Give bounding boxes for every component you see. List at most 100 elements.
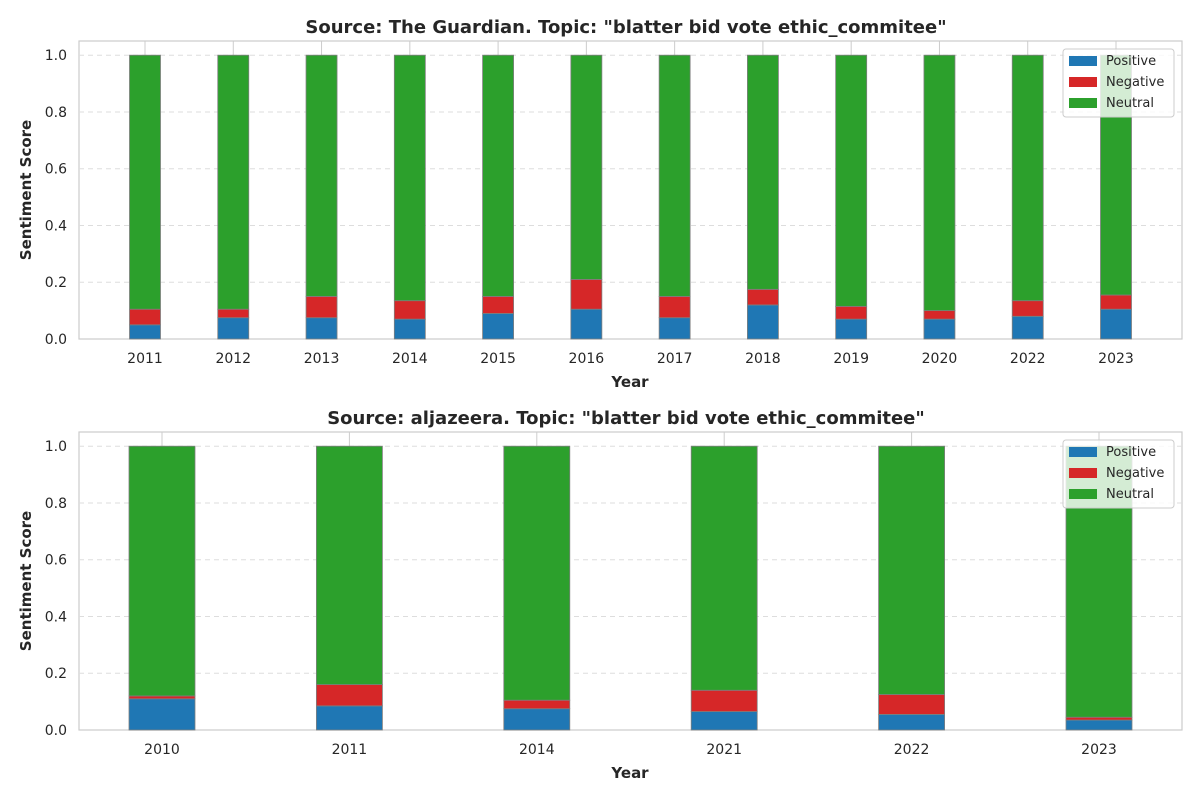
bar-neutral (217, 54, 250, 310)
x-tick-label: 2014 (392, 351, 428, 367)
x-tick-label: 2014 (519, 742, 555, 758)
x-tick-label: 2022 (894, 742, 930, 758)
bar-negative (305, 296, 338, 319)
legend-swatch-neutral (1069, 489, 1097, 499)
legend-label-neutral: Neutral (1106, 96, 1154, 111)
y-tick-label: 1.0 (45, 439, 67, 455)
x-axis-label: Year (610, 373, 649, 391)
legend-label-positive: Positive (1106, 445, 1156, 460)
chart-title: Source: aljazeera. Topic: "blatter bid v… (327, 408, 925, 429)
x-tick-labels: 2010 2011 2014 2021 2022 2023 (144, 742, 1117, 758)
plot-area (78, 431, 1183, 731)
y-tick-label: 1.0 (45, 48, 67, 64)
bar-positive (923, 318, 956, 340)
bar-positive (503, 708, 571, 731)
x-tick-label: 2011 (127, 351, 163, 367)
x-tick-label: 2010 (144, 742, 180, 758)
x-tick-label: 2023 (1081, 742, 1117, 758)
bar-negative (129, 308, 161, 326)
bar-neutral (878, 445, 945, 695)
x-tick-labels: 2011 2012 2013 2014 2015 2016 2017 2018 2019 2020… (127, 351, 1134, 367)
bar-positive (129, 324, 161, 340)
bar-positive (658, 317, 691, 340)
bar-negative (690, 689, 758, 712)
x-axis-label: Year (610, 764, 649, 782)
bar-neutral (570, 54, 603, 280)
y-tick-label: 0.4 (45, 218, 67, 234)
x-tick-marks (161, 432, 1100, 446)
bar-stacks (128, 445, 1133, 731)
bar-positive (1011, 315, 1044, 340)
chart-panel-guardian: 0.00.20.40.60.81.0 2011 2012 2013 2014 2015 2… (17, 17, 1183, 391)
y-tick-label: 0.8 (45, 496, 67, 512)
y-tick-label: 0.0 (45, 723, 67, 739)
bar-negative (315, 684, 383, 707)
legend-label-negative: Negative (1106, 75, 1164, 90)
legend: Positive Negative Neutral (1062, 439, 1175, 509)
bar-positive (482, 313, 514, 340)
bar-negative (217, 308, 250, 319)
y-tick-label: 0.6 (45, 553, 67, 569)
y-tick-label: 0.2 (45, 275, 67, 291)
bar-neutral (482, 54, 514, 297)
bar-positive (1065, 719, 1133, 731)
bar-positive (128, 698, 196, 731)
y-tick-labels: 0.0 0.2 0.4 0.6 0.8 1.0 (45, 48, 67, 348)
legend-swatch-positive (1069, 447, 1097, 457)
bar-neutral (923, 54, 956, 312)
bar-positive (315, 705, 383, 731)
legend-label-positive: Positive (1106, 54, 1156, 69)
x-tick-label: 2021 (706, 742, 742, 758)
bar-positive (393, 318, 426, 340)
x-tick-label: 2016 (569, 351, 605, 367)
x-tick-label: 2022 (1010, 351, 1046, 367)
legend-swatch-neutral (1069, 98, 1097, 108)
x-tick-label: 2013 (304, 351, 340, 367)
x-tick-label: 2018 (745, 351, 781, 367)
bar-neutral (393, 54, 426, 302)
x-tick-marks (144, 41, 1117, 55)
y-tick-label: 0.0 (45, 332, 67, 348)
bar-neutral (1011, 54, 1044, 302)
bar-neutral (315, 445, 383, 685)
legend-label-neutral: Neutral (1106, 487, 1154, 502)
bar-positive (690, 711, 758, 731)
bar-neutral (658, 54, 691, 297)
bar-negative (503, 699, 571, 710)
plot-area (78, 40, 1183, 340)
bar-positive (1100, 308, 1132, 340)
legend-swatch-negative (1069, 468, 1097, 478)
bar-negative (658, 296, 691, 319)
bar-negative (570, 278, 603, 310)
chart-title: Source: The Guardian. Topic: "blatter bi… (305, 17, 946, 38)
bar-neutral (129, 54, 161, 310)
legend-label-negative: Negative (1106, 466, 1164, 481)
legend: Positive Negative Neutral (1062, 48, 1175, 118)
bar-neutral (747, 54, 779, 290)
bar-negative (1065, 716, 1133, 721)
bar-negative (923, 310, 956, 320)
legend-swatch-negative (1069, 77, 1097, 87)
bar-positive (835, 318, 868, 340)
chart-panel-aljazeera: 0.00.20.40.60.81.0 2010 2011 2014 2021 2022 2… (17, 408, 1183, 782)
x-tick-label: 2011 (332, 742, 368, 758)
bar-negative (878, 694, 945, 715)
x-tick-label: 2012 (215, 351, 251, 367)
bar-neutral (128, 445, 196, 697)
y-tick-labels: 0.0 0.2 0.4 0.6 0.8 1.0 (45, 439, 67, 739)
y-axis-label: Sentiment Score (17, 511, 35, 651)
y-tick-label: 0.2 (45, 666, 67, 682)
bar-stacks (129, 54, 1132, 340)
bar-negative (128, 695, 196, 700)
bar-positive (878, 713, 945, 731)
x-tick-label: 2017 (657, 351, 693, 367)
bar-positive (570, 308, 603, 340)
x-tick-label: 2020 (922, 351, 958, 367)
bar-positive (747, 304, 779, 340)
bar-negative (482, 296, 514, 314)
bar-negative (1100, 294, 1132, 310)
bar-negative (393, 300, 426, 320)
bar-negative (835, 305, 868, 320)
legend-swatch-positive (1069, 56, 1097, 66)
